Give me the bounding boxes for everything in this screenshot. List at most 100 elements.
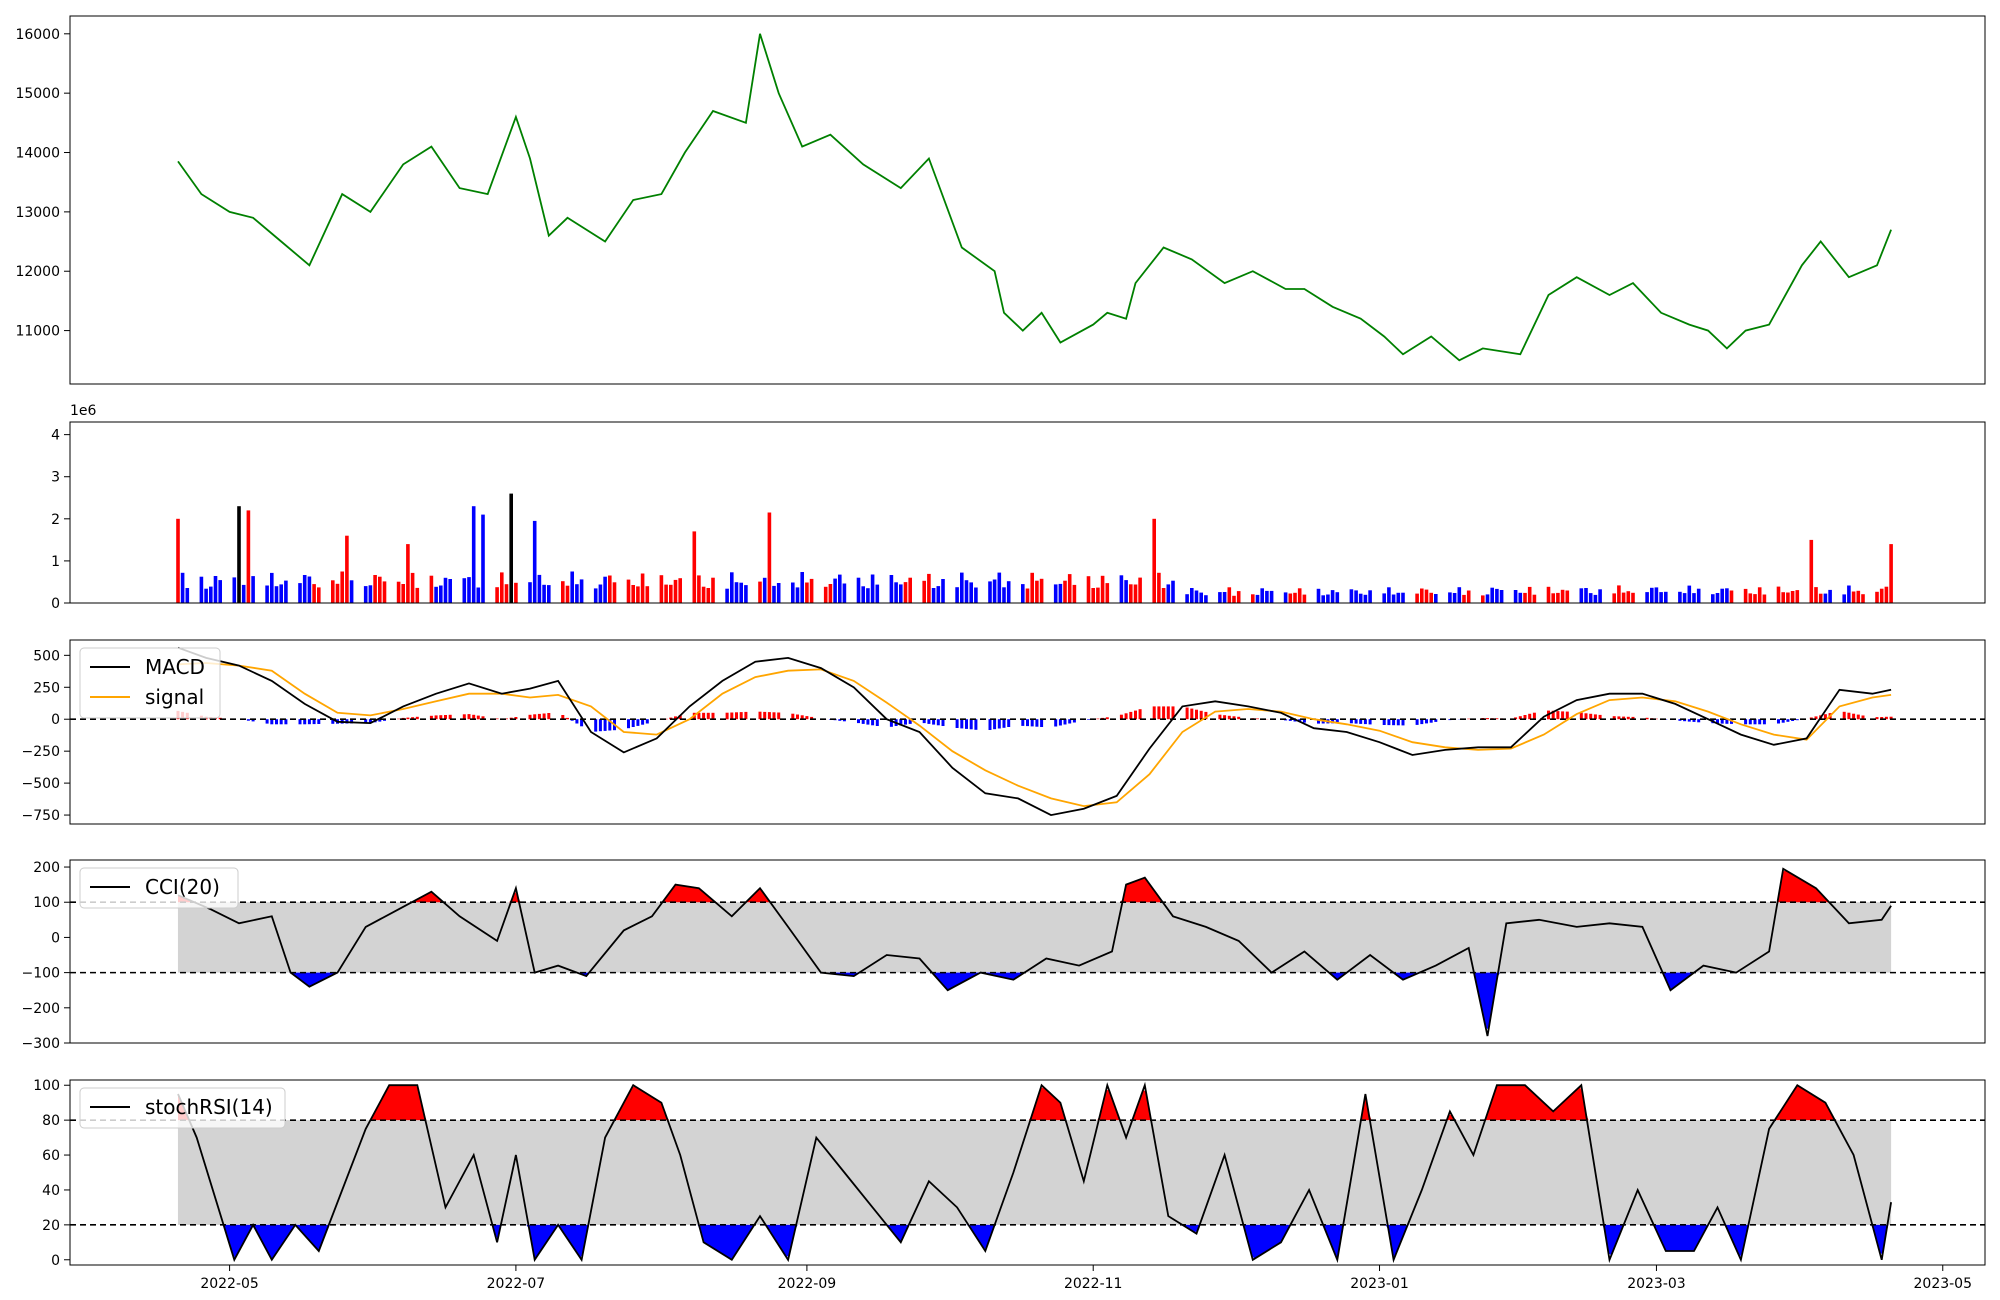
volume-bar bbox=[1260, 588, 1264, 603]
y-tick-label: 100 bbox=[33, 895, 60, 911]
macd-histogram-bar bbox=[1467, 718, 1471, 720]
macd-histogram-bar bbox=[1096, 718, 1100, 720]
volume-bar bbox=[833, 578, 837, 603]
volume-bar bbox=[1527, 586, 1532, 603]
macd-histogram-bar bbox=[711, 712, 715, 720]
volume-bar bbox=[237, 506, 241, 603]
macd-histogram-bar bbox=[1884, 716, 1888, 720]
macd-histogram-bar bbox=[1420, 719, 1424, 725]
volume-bar bbox=[302, 575, 307, 603]
macd-histogram-bar bbox=[875, 719, 879, 726]
macd-histogram-bar bbox=[739, 712, 743, 720]
volume-bar bbox=[218, 580, 222, 603]
macd-histogram-bar bbox=[1138, 709, 1142, 720]
volume-bar bbox=[842, 583, 847, 603]
volume-bar bbox=[659, 575, 664, 603]
macd-histogram-bar bbox=[1716, 719, 1719, 724]
volume-bar bbox=[1584, 588, 1588, 603]
macd-histogram-bar bbox=[1880, 717, 1884, 720]
macd-histogram-bar bbox=[1495, 718, 1499, 720]
macd-histogram-bar bbox=[1204, 711, 1208, 720]
macd-histogram-bar bbox=[1565, 711, 1569, 720]
volume-bar bbox=[692, 531, 697, 603]
macd-histogram-bar bbox=[481, 716, 485, 720]
volume-bar bbox=[1302, 594, 1307, 603]
volume-plot bbox=[176, 493, 1893, 603]
macd-histogram-bar bbox=[1748, 719, 1752, 725]
macd-histogram-bar bbox=[763, 711, 767, 720]
macd-histogram-bar bbox=[270, 719, 274, 725]
macd-histogram-bar bbox=[608, 719, 612, 731]
macd-histogram-bar bbox=[1875, 717, 1879, 720]
macd-histogram-bar bbox=[444, 715, 447, 720]
macd-histogram-bar bbox=[1157, 706, 1161, 720]
volume-bar bbox=[1105, 583, 1110, 603]
x-axis: 2022-05 2022-07 2022-09 2022-11 2023-01 2023-… bbox=[200, 1265, 1972, 1292]
volume-bar bbox=[1227, 587, 1232, 603]
volume-bar bbox=[1546, 586, 1551, 603]
macd-histogram-bar bbox=[627, 719, 630, 729]
volume-bar bbox=[1696, 588, 1701, 603]
macd-histogram-bar bbox=[1021, 719, 1025, 726]
volume-bar bbox=[903, 582, 908, 603]
volume-bar bbox=[448, 579, 452, 603]
macd-y-axis: −750 −500 −250 0 250 500 bbox=[22, 648, 70, 824]
volume-bar bbox=[1875, 591, 1879, 603]
volume-bar bbox=[612, 582, 617, 603]
volume-bar bbox=[673, 579, 678, 603]
volume-bar bbox=[1748, 593, 1753, 603]
macd-histogram-bar bbox=[411, 717, 415, 720]
volume-bar bbox=[439, 585, 443, 603]
volume-bar bbox=[1401, 592, 1405, 603]
volume-bar bbox=[927, 573, 931, 603]
macd-histogram-bar bbox=[472, 714, 476, 720]
cci-legend-label: CCI(20) bbox=[145, 875, 220, 899]
volume-bar bbox=[1617, 585, 1621, 603]
volume-bar bbox=[1682, 593, 1687, 603]
volume-bar bbox=[1415, 593, 1419, 603]
macd-histogram-bar bbox=[1589, 713, 1593, 720]
macd-histogram-bar bbox=[744, 711, 748, 720]
macd-histogram-bar bbox=[378, 719, 382, 722]
volume-bar bbox=[828, 584, 833, 603]
macd-histogram-bar bbox=[1842, 711, 1846, 720]
macd-histogram-bar bbox=[580, 719, 584, 727]
volume-bar bbox=[1861, 594, 1865, 603]
macd-histogram-bar bbox=[1622, 716, 1626, 720]
volume-bar bbox=[711, 577, 715, 603]
volume-bar bbox=[1396, 592, 1401, 603]
volume-bar bbox=[1692, 593, 1696, 603]
volume-bar bbox=[1236, 591, 1241, 603]
macd-histogram-bar bbox=[1532, 712, 1536, 720]
macd-histogram-bar bbox=[1429, 719, 1433, 723]
volume-bar bbox=[1251, 594, 1255, 603]
cci-frame bbox=[69, 859, 1986, 1044]
volume-bar bbox=[232, 577, 237, 603]
volume-bar bbox=[1232, 595, 1236, 603]
macd-histogram-bar bbox=[265, 719, 269, 724]
macd-histogram-bar bbox=[725, 712, 729, 720]
volume-bar bbox=[1330, 590, 1335, 603]
macd-histogram-bar bbox=[1288, 719, 1292, 721]
macd-histogram-bar bbox=[1040, 719, 1044, 727]
macd-histogram-bar bbox=[1654, 718, 1658, 720]
macd-histogram-bar bbox=[758, 711, 762, 720]
y-tick-label: 3 bbox=[51, 470, 60, 486]
volume-bar bbox=[1654, 587, 1659, 603]
volume-bar bbox=[1288, 593, 1293, 603]
macd-histogram-bar bbox=[598, 719, 602, 732]
macd-histogram-bar bbox=[1791, 719, 1795, 721]
volume-bar bbox=[1354, 590, 1358, 603]
macd-histogram-bar bbox=[448, 714, 452, 720]
volume-bar bbox=[1039, 578, 1044, 603]
volume-bar bbox=[185, 588, 190, 603]
volume-bar bbox=[265, 585, 269, 603]
volume-bar bbox=[1358, 593, 1363, 603]
macd-histogram-bar bbox=[965, 719, 968, 729]
volume-bar bbox=[1006, 581, 1011, 603]
macd-histogram-bar bbox=[303, 719, 307, 725]
y-tick-label: 12000 bbox=[15, 264, 60, 280]
macd-histogram-bar bbox=[664, 718, 668, 720]
macd-histogram-bar bbox=[997, 719, 1001, 729]
